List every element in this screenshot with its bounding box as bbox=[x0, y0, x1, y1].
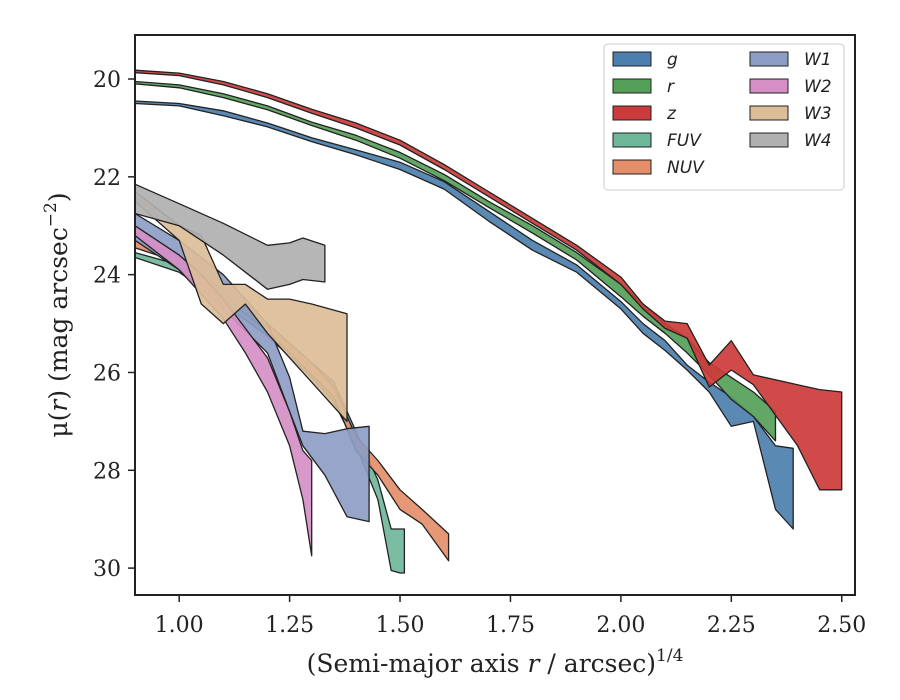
legend-label-w3: W3 bbox=[804, 104, 832, 124]
band-w4 bbox=[135, 183, 326, 290]
x-tick-label: 1.00 bbox=[155, 613, 204, 638]
x-tick-label: 2.25 bbox=[707, 613, 756, 638]
legend-label-nuv: NUV bbox=[667, 158, 705, 178]
y-axis-label: μ(r) (mag arcsec−2) bbox=[41, 192, 73, 437]
x-tick-label: 2.50 bbox=[817, 613, 866, 638]
y-tick-label: 28 bbox=[93, 459, 121, 484]
legend-swatch-r bbox=[612, 78, 652, 94]
profile-bands bbox=[135, 69, 843, 574]
x-axis: 1.00 1.25 1.50 1.75 2.00 2.25 2.50 bbox=[155, 595, 866, 638]
legend-swatch-g bbox=[612, 51, 652, 67]
band-g bbox=[135, 100, 794, 530]
y-tick-label: 24 bbox=[93, 264, 121, 289]
x-tick-label: 2.00 bbox=[596, 613, 645, 638]
x-tick-label: 1.25 bbox=[265, 613, 314, 638]
band-w3 bbox=[135, 190, 348, 423]
legend-label-z: z bbox=[666, 104, 677, 124]
legend-label-r: r bbox=[667, 77, 675, 97]
x-tick-label: 1.50 bbox=[376, 613, 425, 638]
legend-swatch-z bbox=[612, 105, 652, 121]
legend-swatch-nuv bbox=[612, 159, 652, 175]
legend-swatch-w2 bbox=[749, 78, 789, 94]
y-axis: 20 22 24 26 28 30 bbox=[93, 68, 135, 582]
legend-label-fuv: FUV bbox=[667, 131, 702, 151]
y-tick-label: 22 bbox=[93, 166, 121, 191]
y-tick-label: 26 bbox=[93, 361, 121, 386]
legend-label-g: g bbox=[667, 50, 678, 70]
legend-label-w4: W4 bbox=[804, 131, 832, 151]
band-z bbox=[135, 69, 843, 491]
legend-swatch-w1 bbox=[749, 51, 789, 67]
legend-swatch-fuv bbox=[612, 132, 652, 148]
x-tick-label: 1.75 bbox=[486, 613, 535, 638]
legend: grz FUV NUV W1 W2 W3 W4 bbox=[603, 43, 845, 191]
legend-swatch-w3 bbox=[749, 105, 789, 121]
legend-label-w2: W2 bbox=[804, 77, 832, 97]
legend-label-w1: W1 bbox=[804, 50, 832, 70]
x-axis-label: (Semi-major axis r / arcsec)1/4 bbox=[307, 646, 684, 678]
y-tick-label: 30 bbox=[93, 557, 121, 582]
plot-frame bbox=[134, 34, 856, 596]
y-tick-label: 20 bbox=[93, 68, 121, 93]
band-r bbox=[135, 80, 777, 442]
legend-swatch-w4 bbox=[749, 132, 789, 148]
